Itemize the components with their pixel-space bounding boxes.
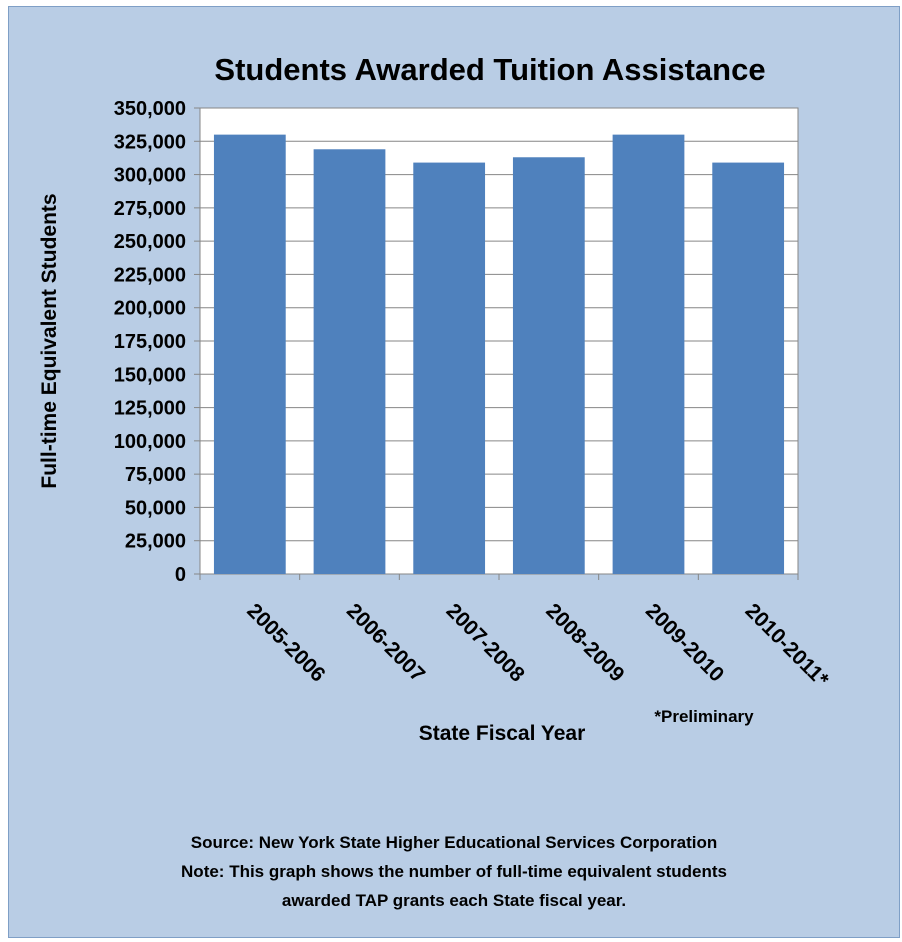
y-tick-label: 125,000 [114, 398, 186, 420]
y-tick-label: 200,000 [114, 298, 186, 320]
bar [213, 134, 286, 574]
bars [213, 134, 785, 575]
chart-title: Students Awarded Tuition Assistance [214, 52, 765, 87]
y-axis-ticks: 0 25,000 50,000 75,000 100,000 125,000 150,000… [114, 98, 200, 586]
y-tick-label: 325,000 [114, 131, 186, 153]
source-text: Source: New York State Higher Educationa… [190, 833, 718, 852]
gridlines [200, 107, 798, 542]
x-tick-label: 2006-2007 [342, 599, 429, 686]
bar [313, 149, 386, 574]
y-tick-label: 275,000 [114, 198, 186, 220]
y-tick-label: 0 [175, 564, 186, 586]
x-tick-label: 2010-2011* [741, 599, 834, 692]
y-tick-label: 150,000 [114, 364, 186, 386]
y-tick-label: 175,000 [114, 331, 186, 353]
y-tick-label: 25,000 [125, 531, 186, 553]
y-tick-label: 350,000 [114, 98, 186, 120]
y-tick-label: 225,000 [114, 264, 186, 286]
y-tick-label: 300,000 [114, 165, 186, 187]
y-tick-label: 250,000 [114, 231, 186, 253]
bar [712, 162, 785, 575]
y-tick-label: 50,000 [125, 497, 186, 519]
x-tick-label: 2007-2008 [442, 599, 530, 687]
bar [512, 157, 585, 574]
bar [413, 162, 486, 575]
bar [612, 134, 685, 574]
x-tick-label: 2009-2010 [641, 599, 728, 686]
y-axis-label: Full-time Equivalent Students [38, 193, 61, 488]
x-axis-label: State Fiscal Year [419, 722, 586, 745]
x-tick-label: 2008-2009 [541, 599, 628, 686]
y-tick-label: 75,000 [125, 464, 186, 486]
y-tick-label: 100,000 [114, 431, 186, 453]
preliminary-note: *Preliminary [654, 707, 754, 726]
note-line-2: awarded TAP grants each State fiscal yea… [281, 891, 627, 910]
note-line-1: Note: This graph shows the number of ful… [181, 862, 727, 881]
x-axis-ticks: 2005-2006 2006-2007 2007-2008 2008-2009 2009… [199, 574, 834, 692]
x-tick-label: 2005-2006 [242, 599, 329, 686]
